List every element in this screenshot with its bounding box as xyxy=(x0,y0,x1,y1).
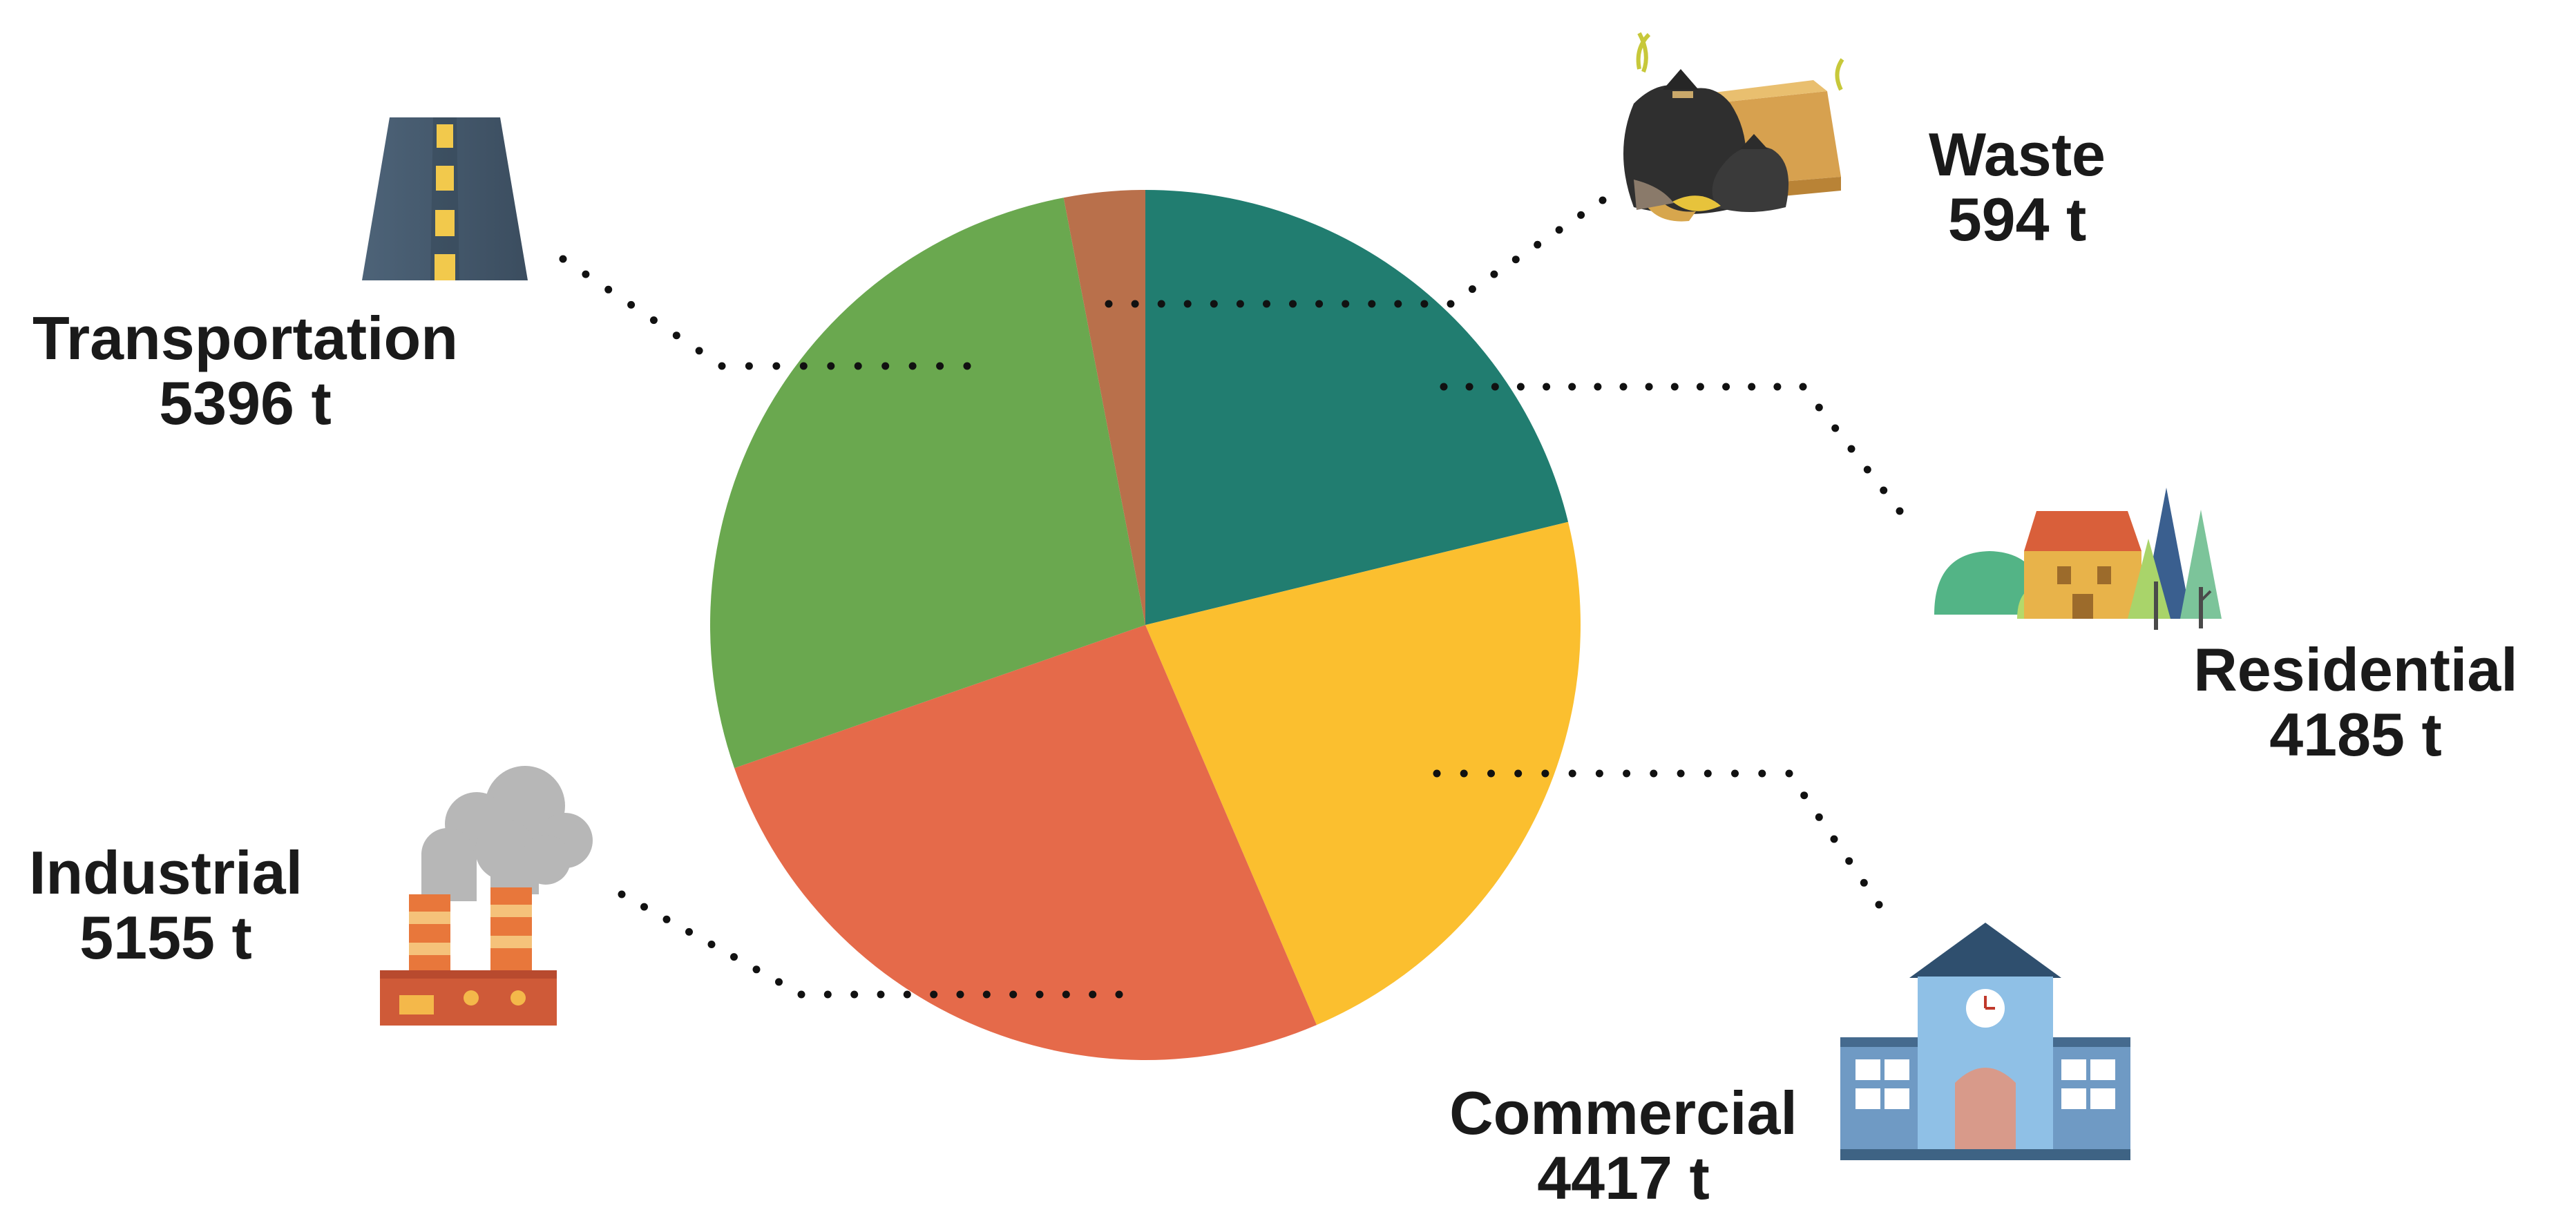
pie-slice-waste xyxy=(1063,190,1145,625)
leader-line-industrial xyxy=(618,890,1123,999)
label-residential: Residential 4185 t xyxy=(2155,639,2556,765)
pie-slice-residential xyxy=(1145,190,1569,625)
label-commercial: Commercial 4417 t xyxy=(1423,1083,1824,1209)
garbage-bags-icon xyxy=(1623,32,1844,222)
label-residential-value: 4185 t xyxy=(2269,700,2442,769)
leader-line-waste xyxy=(1105,196,1607,308)
label-transportation-value: 5396 t xyxy=(159,369,332,437)
label-waste: Waste 594 t xyxy=(1920,124,2114,250)
label-industrial-value: 5155 t xyxy=(79,903,252,972)
label-industrial: Industrial 5155 t xyxy=(14,843,318,968)
label-transportation-name: Transportation xyxy=(32,304,459,372)
houses-and-trees-icon xyxy=(1934,488,2222,630)
label-commercial-value: 4417 t xyxy=(1537,1144,1710,1212)
pie-slice-industrial xyxy=(734,625,1317,1060)
label-waste-value: 594 t xyxy=(1947,185,2087,253)
pie-slice-transportation xyxy=(710,198,1145,769)
label-residential-name: Residential xyxy=(2193,635,2518,704)
leader-line-residential xyxy=(1440,383,1904,515)
label-waste-name: Waste xyxy=(1929,120,2106,189)
label-transportation: Transportation 5396 t xyxy=(21,308,470,434)
school-building-icon xyxy=(1840,923,2130,1160)
leader-line-transportation xyxy=(559,255,971,370)
pie-slice-commercial xyxy=(1145,521,1581,1026)
factory-icon xyxy=(380,766,593,1026)
leader-line-commercial xyxy=(1433,769,1883,909)
label-commercial-name: Commercial xyxy=(1449,1079,1797,1147)
road-icon xyxy=(362,117,528,280)
label-industrial-name: Industrial xyxy=(28,838,303,907)
